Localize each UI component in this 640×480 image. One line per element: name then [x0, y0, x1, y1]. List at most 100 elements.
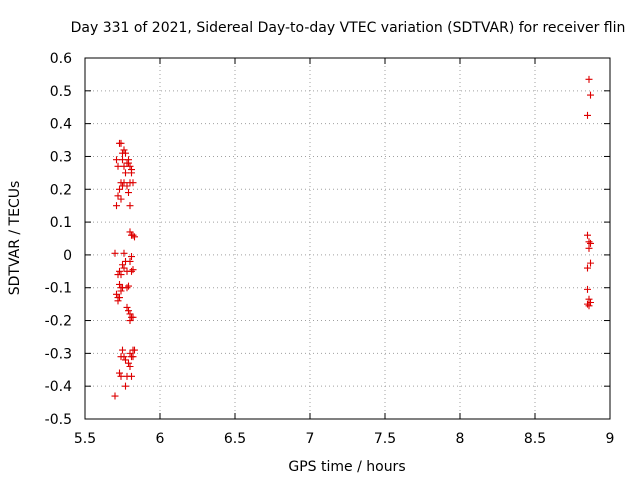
data-point — [114, 162, 122, 170]
data-point — [587, 259, 594, 267]
data-point — [119, 346, 126, 354]
data-point — [117, 287, 125, 295]
data-point — [123, 182, 131, 190]
axis-ticks: 5.5 6 6.5 7 7.5 8 8.5 9 -0.5 -0.4 -0.3 -0.2 -0.1 0 0.1… — [45, 51, 615, 447]
data-point — [116, 294, 123, 302]
x-tick-label: 7 — [306, 431, 315, 447]
data-point — [117, 372, 125, 380]
data-point — [126, 228, 134, 236]
data-point — [587, 239, 594, 247]
data-point — [585, 244, 593, 252]
x-tick-label: 9 — [606, 431, 615, 447]
data-point — [126, 202, 134, 210]
data-point — [111, 392, 119, 400]
x-tick-label: 6 — [156, 431, 165, 447]
y-tick-label: 0.6 — [50, 51, 72, 67]
data-point — [125, 282, 132, 290]
data-point — [125, 307, 132, 315]
data-point — [116, 369, 123, 377]
data-point — [129, 266, 137, 274]
y-tick-label: 0.4 — [50, 117, 72, 133]
y-tick-label: -0.5 — [45, 412, 72, 428]
data-point — [122, 382, 129, 390]
data-point — [113, 156, 120, 164]
data-point — [120, 146, 128, 154]
chart-title: Day 331 of 2021, Sidereal Day-to-day VTE… — [71, 20, 626, 36]
y-tick-label: 0 — [63, 248, 72, 264]
x-tick-label: 8 — [456, 431, 465, 447]
data-point — [584, 111, 591, 119]
x-axis-label: GPS time / hours — [288, 459, 405, 475]
data-point — [126, 162, 134, 170]
data-point — [120, 249, 128, 257]
data-point — [585, 295, 593, 303]
data-point — [587, 298, 594, 306]
data-point — [120, 179, 128, 187]
data-point — [585, 238, 593, 246]
data-points — [111, 75, 594, 400]
data-point — [585, 75, 593, 83]
data-point — [129, 313, 137, 321]
data-point — [114, 192, 122, 200]
data-point — [122, 356, 129, 364]
y-tick-label: -0.4 — [45, 379, 72, 395]
data-point — [584, 231, 591, 239]
data-point — [126, 310, 134, 318]
data-point — [587, 91, 594, 99]
data-point — [126, 349, 134, 357]
data-point — [117, 353, 125, 361]
data-point — [128, 253, 135, 261]
data-point — [129, 179, 137, 187]
plot-frame — [84, 57, 611, 420]
data-point — [131, 346, 138, 354]
data-point — [584, 264, 591, 272]
y-tick-label: 0.2 — [50, 182, 72, 198]
data-point — [120, 264, 128, 272]
y-tick-label: -0.2 — [45, 314, 72, 330]
data-point — [585, 302, 593, 310]
data-point — [111, 249, 119, 257]
data-point — [119, 156, 126, 164]
x-tick-label: 6.5 — [224, 431, 246, 447]
data-point — [114, 297, 122, 305]
data-point — [584, 300, 591, 308]
data-point — [123, 303, 131, 311]
data-point — [113, 290, 120, 298]
data-point — [113, 202, 120, 210]
data-point — [128, 169, 135, 177]
data-point — [584, 285, 591, 293]
data-point — [128, 267, 135, 275]
y-axis-label: SDTVAR / TECUs — [7, 181, 23, 296]
data-point — [122, 257, 129, 265]
data-point — [119, 261, 126, 269]
data-point — [125, 156, 132, 164]
x-tick-label: 8.5 — [524, 431, 546, 447]
data-point — [116, 280, 123, 288]
grid — [85, 58, 610, 419]
data-point — [128, 372, 135, 380]
data-point — [122, 169, 129, 177]
data-point — [123, 284, 131, 292]
data-point — [117, 195, 125, 203]
data-point — [116, 185, 123, 193]
data-point — [126, 362, 134, 370]
data-point — [125, 189, 132, 197]
data-point — [117, 139, 125, 147]
data-point — [122, 149, 129, 157]
data-point — [125, 359, 132, 367]
data-point — [131, 233, 138, 241]
data-point — [120, 162, 128, 170]
data-point — [129, 353, 137, 361]
y-tick-label: 0.3 — [50, 149, 72, 165]
y-tick-label: 0.1 — [50, 215, 72, 231]
data-point — [129, 231, 137, 239]
data-point — [116, 267, 123, 275]
y-tick-label: -0.1 — [45, 281, 72, 297]
y-tick-label: 0.5 — [50, 84, 72, 100]
data-point — [126, 317, 134, 325]
x-tick-label: 7.5 — [374, 431, 396, 447]
x-tick-label: 5.5 — [74, 431, 96, 447]
y-tick-label: -0.3 — [45, 346, 72, 362]
data-point — [117, 271, 125, 279]
